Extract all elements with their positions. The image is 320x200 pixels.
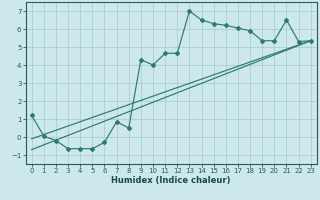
X-axis label: Humidex (Indice chaleur): Humidex (Indice chaleur) [111, 176, 231, 185]
